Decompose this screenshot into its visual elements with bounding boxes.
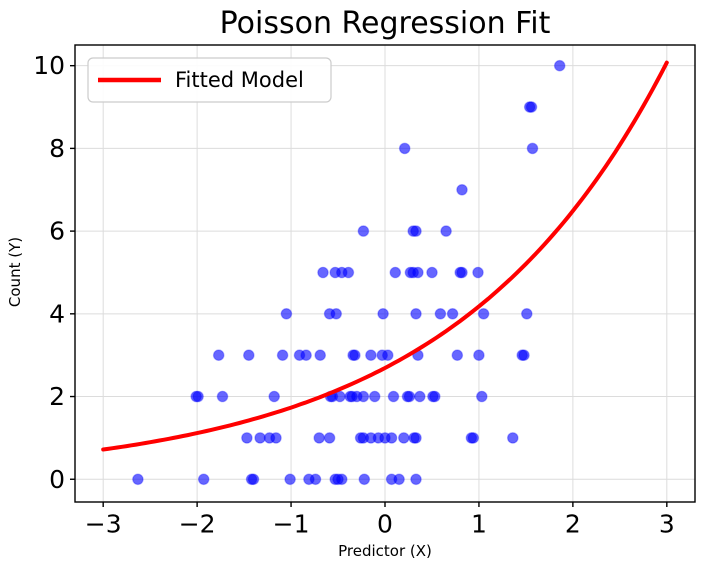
scatter-point	[197, 473, 210, 486]
scatter-point	[268, 390, 280, 403]
scatter-point	[518, 349, 530, 361]
scatter-point	[192, 390, 204, 403]
scatter-point	[403, 390, 416, 403]
y-axis-label: Count (Y)	[6, 237, 24, 307]
scatter-point	[526, 142, 539, 155]
scatter-layer	[132, 59, 566, 486]
fitted-model-curve	[101, 60, 669, 452]
scatter-point	[247, 473, 260, 486]
scatter-point	[241, 432, 253, 444]
scatter-point	[412, 266, 424, 279]
x-tick-label: −2	[179, 509, 216, 538]
scatter-point	[410, 307, 422, 320]
y-tick-label: 4	[49, 299, 65, 328]
scatter-point	[365, 349, 377, 361]
scatter-point	[349, 349, 361, 361]
scatter-point	[212, 349, 225, 361]
scatter-point	[314, 349, 326, 361]
scatter-point	[358, 473, 371, 486]
scatter-point	[243, 349, 255, 361]
scatter-point	[357, 225, 370, 237]
x-axis-label: Predictor (X)	[338, 542, 432, 560]
scatter-point	[132, 473, 144, 486]
fit-curve-layer	[101, 60, 669, 452]
scatter-point	[434, 307, 447, 320]
scatter-point	[368, 390, 381, 403]
legend-box	[87, 57, 332, 103]
scatter-point	[357, 390, 370, 403]
x-tick-label: −3	[85, 509, 122, 538]
scatter-point	[330, 307, 342, 320]
y-tick-label: 2	[49, 382, 65, 411]
y-tick-label: 10	[33, 51, 65, 80]
scatter-point	[477, 307, 490, 320]
scatter-point	[553, 59, 566, 72]
scatter-point	[426, 266, 438, 279]
scatter-point	[389, 266, 402, 279]
x-tick-label: 2	[565, 509, 581, 538]
scatter-point	[446, 307, 459, 320]
scatter-point	[313, 432, 325, 444]
scatter-point	[472, 266, 484, 279]
legend-entry-label: Fitted Model	[175, 68, 304, 92]
scatter-point	[475, 390, 488, 403]
y-tick-label: 0	[49, 465, 65, 494]
scatter-point	[381, 349, 394, 361]
scatter-point	[451, 349, 464, 361]
scatter-point	[377, 307, 389, 320]
scatter-point	[284, 473, 296, 486]
scatter-point	[334, 390, 346, 403]
scatter-point	[216, 390, 229, 403]
scatter-point	[393, 473, 405, 486]
scatter-point	[270, 432, 282, 444]
scatter-point	[520, 307, 533, 320]
scatter-point	[473, 349, 485, 361]
scatter-point	[410, 432, 422, 444]
scatter-point	[413, 390, 426, 403]
scatter-point	[385, 432, 398, 444]
scatter-point	[428, 390, 441, 403]
scatter-point	[342, 266, 355, 279]
scatter-point	[525, 101, 538, 113]
scatter-point	[323, 432, 336, 444]
scatter-point	[456, 184, 468, 196]
scatter-point	[280, 307, 293, 320]
scatter-point	[410, 225, 422, 237]
scatter-point	[397, 432, 410, 444]
x-tick-label: 3	[659, 509, 675, 538]
scatter-point	[456, 266, 468, 279]
scatter-point	[300, 349, 312, 361]
x-tick-label: 1	[471, 509, 487, 538]
scatter-point	[410, 473, 422, 486]
scatter-point	[276, 349, 289, 361]
legend: Fitted Model	[87, 57, 332, 103]
scatter-point	[467, 432, 480, 444]
scatter-point	[335, 473, 348, 486]
scatter-point	[317, 266, 329, 279]
x-tick-label: −1	[273, 509, 310, 538]
scatter-point	[506, 432, 519, 444]
x-tick-label: 0	[377, 509, 393, 538]
scatter-point	[387, 390, 400, 403]
y-tick-label: 6	[49, 217, 65, 246]
scatter-point	[309, 473, 322, 486]
tick-layer: −3 −2 −1 0 1 2 3 0 2 4 6 8 10	[33, 51, 675, 538]
scatter-point	[440, 225, 452, 237]
chart-title: Poisson Regression Fit	[220, 6, 551, 41]
y-tick-label: 8	[49, 134, 65, 163]
scatter-point	[398, 142, 411, 155]
